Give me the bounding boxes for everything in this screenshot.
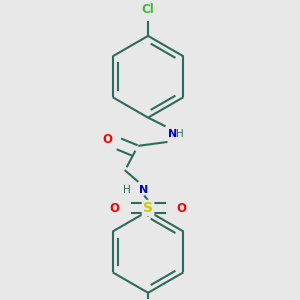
Text: O: O (110, 202, 120, 214)
Text: N: N (139, 184, 148, 195)
Text: H: H (176, 129, 184, 139)
Text: Cl: Cl (142, 3, 154, 16)
Text: O: O (176, 202, 186, 214)
Text: O: O (102, 133, 112, 146)
Text: S: S (143, 201, 153, 215)
Text: N: N (169, 129, 178, 139)
Text: H: H (123, 184, 130, 195)
